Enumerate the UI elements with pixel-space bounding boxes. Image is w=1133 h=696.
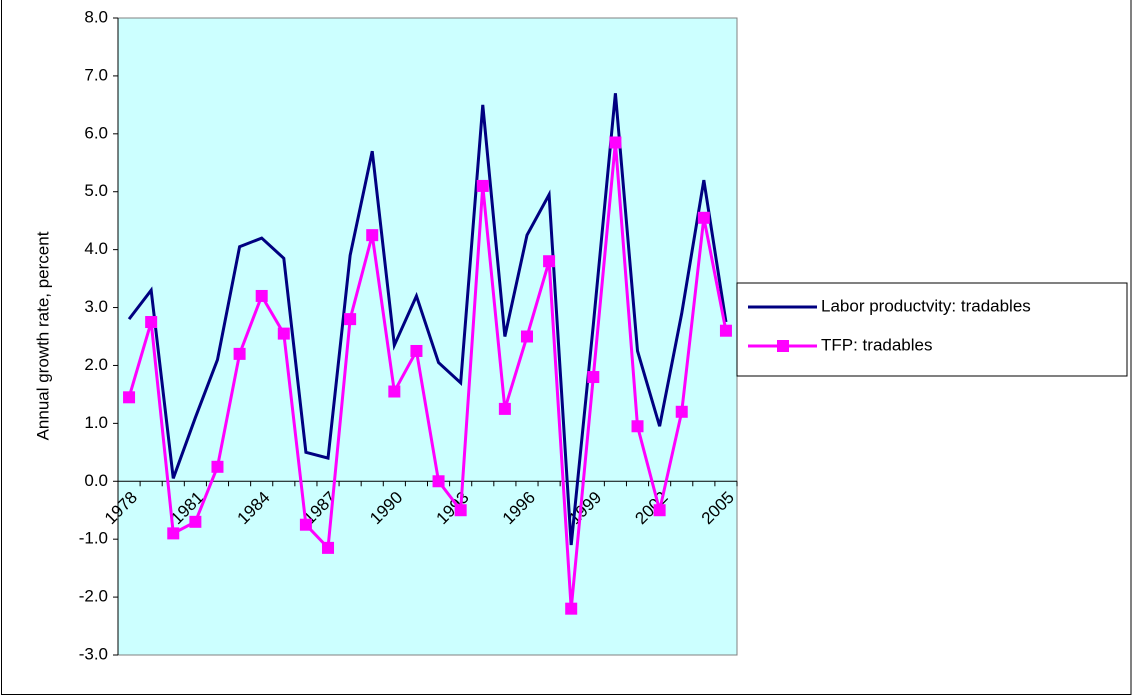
data-point — [277, 327, 290, 340]
plot-area — [117, 17, 738, 656]
data-point — [255, 289, 268, 302]
data-point — [565, 602, 578, 615]
y-tick-label: 6.0 — [84, 123, 108, 142]
data-point — [653, 504, 666, 517]
series-line — [127, 142, 728, 609]
y-axis-label: Annual growth rate, percent — [33, 231, 52, 440]
data-point — [211, 460, 224, 473]
data-point — [587, 371, 600, 384]
y-tick-label: 4.0 — [84, 239, 108, 258]
legend-label: TFP: tradables — [821, 335, 933, 354]
data-point — [322, 541, 335, 554]
y-tick-label: 0.0 — [84, 471, 108, 490]
y-tick-label: 8.0 — [84, 7, 108, 26]
data-point — [543, 255, 556, 268]
y-tick-label: 2.0 — [84, 355, 108, 374]
series-line — [127, 93, 728, 546]
y-tick-label: 5.0 — [84, 181, 108, 200]
y-tick-label: 7.0 — [84, 65, 108, 84]
data-point — [498, 402, 511, 415]
data-point — [476, 179, 489, 192]
data-point — [609, 136, 622, 149]
data-point — [344, 313, 357, 326]
legend-marker — [777, 340, 789, 352]
data-point — [145, 316, 158, 329]
data-point — [697, 211, 710, 224]
data-point — [454, 504, 467, 517]
data-point — [631, 420, 644, 433]
data-point — [388, 385, 401, 398]
data-point — [366, 229, 379, 242]
data-point — [410, 344, 423, 357]
legend-label: Labor productvity: tradables — [821, 296, 1031, 315]
legend — [736, 282, 1128, 377]
y-tick-label: 1.0 — [84, 413, 108, 432]
data-point — [233, 347, 246, 360]
data-point — [719, 324, 732, 337]
data-point — [299, 518, 312, 531]
y-tick-label: -2.0 — [79, 587, 108, 606]
data-point — [123, 391, 136, 404]
y-tick-label: -1.0 — [79, 529, 108, 548]
y-tick-label: 3.0 — [84, 297, 108, 316]
data-point — [520, 330, 533, 343]
data-point — [189, 515, 202, 528]
data-point — [167, 527, 180, 540]
y-tick-label: -3.0 — [79, 644, 108, 663]
data-point — [432, 475, 445, 488]
data-point — [675, 405, 688, 418]
